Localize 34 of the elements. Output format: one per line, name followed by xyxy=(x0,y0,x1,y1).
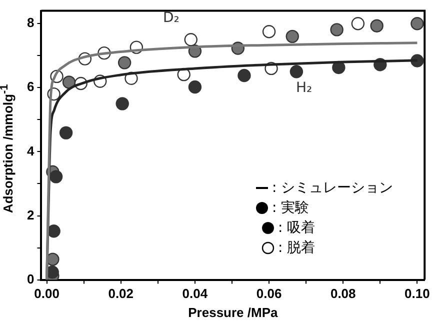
point xyxy=(184,33,198,46)
point xyxy=(262,25,276,38)
x-tick-label: 0.08 xyxy=(330,286,356,302)
y-tick-label: 2 xyxy=(26,207,34,222)
y-tick-label: 4 xyxy=(26,143,35,158)
point xyxy=(330,23,344,36)
y-tick-label: 0 xyxy=(26,271,34,286)
point xyxy=(62,76,76,89)
y-tick-label: 6 xyxy=(26,79,34,94)
x-tick-label: 0.10 xyxy=(404,286,430,302)
point xyxy=(370,19,384,32)
point xyxy=(49,170,63,184)
point xyxy=(410,17,424,30)
point xyxy=(290,65,304,78)
x-axis-title: Pressure /MPa xyxy=(188,304,278,320)
x-tick-label: 0.04 xyxy=(182,286,208,302)
point xyxy=(59,126,73,140)
point xyxy=(351,17,365,30)
annotation: H₂ xyxy=(296,80,312,96)
annotation: : 実験 xyxy=(272,199,310,218)
annotation: : 脱着 xyxy=(278,239,316,258)
x-tick-label: 0.02 xyxy=(108,286,134,302)
point xyxy=(286,30,299,44)
point xyxy=(238,68,251,82)
point xyxy=(47,224,60,238)
annotation: : 吸着 xyxy=(278,219,316,238)
y-tick-label: 8 xyxy=(26,15,34,30)
x-tick-label: 0.06 xyxy=(256,286,282,302)
x-tick-label: 0.00 xyxy=(34,286,60,302)
annotation: D₂ xyxy=(163,10,180,26)
point xyxy=(116,97,129,110)
point xyxy=(188,80,202,94)
point xyxy=(118,56,132,70)
annotation: : シミュレーション xyxy=(272,179,394,198)
